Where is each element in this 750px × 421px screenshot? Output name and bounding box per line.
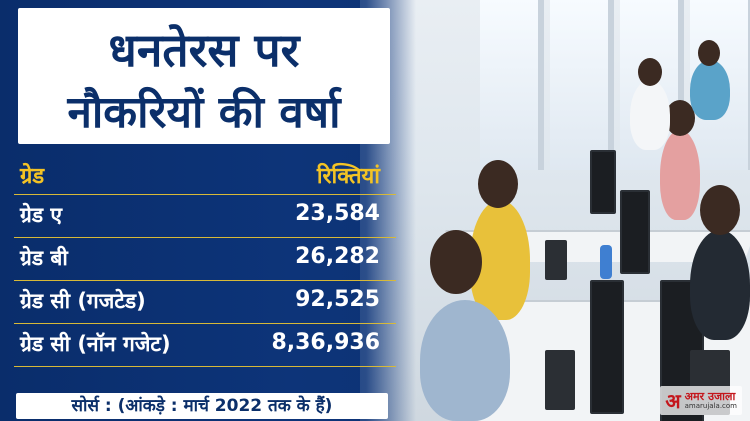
source-note: सोर्स : (आंकड़े : मार्च 2022 तक के हैं) [16,393,388,419]
person [660,130,700,220]
person-head [638,58,662,86]
water-bottle [600,245,612,279]
grade-label: ग्रेड सी (गजटेड) [20,289,146,313]
monitor [590,150,616,214]
person [690,60,730,120]
info-panel: धनतेरस पर नौकरियों की वर्षा ग्रेड रिक्ति… [0,0,416,421]
person-head [665,100,695,136]
person-head [478,160,518,208]
table-header-row: ग्रेड रिक्तियां [14,158,396,195]
header-grade: ग्रेड [20,164,45,189]
headline-line-2: नौकरियों की वर्षा [67,87,341,138]
person-head [700,185,740,235]
table-row: ग्रेड बी 26,282 [14,238,396,281]
grade-label: ग्रेड सी (नॉन गजेट) [20,332,171,356]
vacancy-table: ग्रेड रिक्तियां ग्रेड ए 23,584 ग्रेड बी … [14,158,396,367]
keyboard [545,240,567,280]
publisher-logo: अ अमर उजाला amarujala.com [660,386,742,415]
vacancy-count: 26,282 [295,244,380,269]
keyboard [545,350,575,410]
person [690,230,750,340]
table-row: ग्रेड ए 23,584 [14,195,396,238]
table-row: ग्रेड सी (नॉन गजेट) 8,36,936 [14,324,396,367]
person-head [698,40,720,66]
logo-mark-icon: अ [665,389,681,413]
logo-name: अमर उजाला [684,390,736,403]
person [630,80,670,150]
monitor [620,190,650,274]
vacancy-count: 8,36,936 [271,330,380,355]
headline-line-1: धनतेरस पर [108,23,300,77]
monitor [590,280,624,414]
vacancy-count: 92,525 [295,287,380,312]
grade-label: ग्रेड ए [20,203,63,227]
vacancy-count: 23,584 [295,201,380,226]
person [420,300,510,421]
office-window [480,0,544,170]
title-box: धनतेरस पर नौकरियों की वर्षा [18,8,390,144]
grade-label: ग्रेड बी [20,246,68,270]
office-window [550,0,614,170]
header-vacancies: रिक्तियां [316,164,380,189]
person-head [430,230,482,294]
logo-site: amarujala.com [684,402,737,410]
office-photo [360,0,750,421]
table-row: ग्रेड सी (गजटेड) 92,525 [14,281,396,324]
